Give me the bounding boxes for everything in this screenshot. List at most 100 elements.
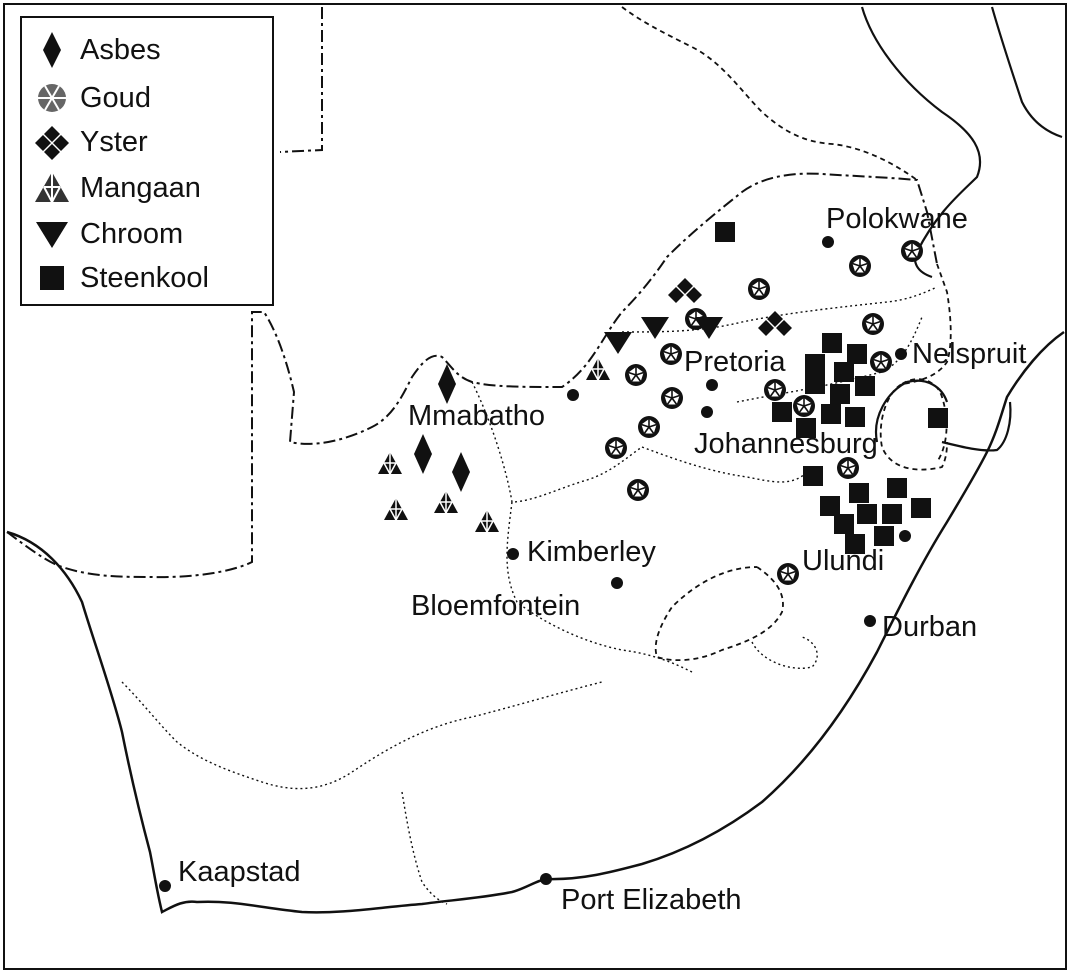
chroom-symbol bbox=[604, 332, 632, 354]
legend-item-steenkool: Steenkool bbox=[30, 258, 209, 298]
city-dot-port-elizabeth bbox=[540, 873, 552, 885]
goud-symbol bbox=[763, 378, 787, 402]
mangaan-symbol bbox=[433, 490, 459, 514]
steenkool-symbols bbox=[715, 222, 948, 554]
river-northeast bbox=[990, 6, 1063, 139]
city-label-kimberley: Kimberley bbox=[527, 536, 656, 568]
border-zimbabwe bbox=[621, 6, 918, 181]
steenkool-symbol bbox=[882, 504, 902, 524]
city-label-bloemfontein: Bloemfontein bbox=[411, 590, 581, 622]
yster-symbol bbox=[668, 278, 702, 303]
mangaan-symbols bbox=[377, 357, 611, 533]
steenkool-symbol bbox=[803, 466, 823, 486]
steenkool-symbol bbox=[830, 384, 850, 404]
steenkool-symbol bbox=[805, 354, 825, 374]
steenkool-symbol bbox=[715, 222, 735, 242]
city-label-mmabatho: Mmabatho bbox=[408, 400, 546, 432]
legend-label-mangaan: Mangaan bbox=[80, 171, 201, 204]
city-label-pretoria: Pretoria bbox=[684, 346, 786, 378]
legend-label-goud: Goud bbox=[80, 81, 151, 114]
goud-symbol bbox=[747, 277, 771, 301]
steenkool-symbol bbox=[857, 504, 877, 524]
legend-item-goud: Goud bbox=[30, 78, 151, 118]
goud-symbol bbox=[604, 436, 628, 460]
border-botswana-west bbox=[279, 7, 323, 153]
steenkool-symbol bbox=[821, 404, 841, 424]
legend-item-chroom: Chroom bbox=[30, 214, 183, 254]
manganese-triangle-icon bbox=[35, 172, 69, 203]
gold-rosette-icon bbox=[38, 84, 66, 112]
steenkool-symbol bbox=[847, 344, 867, 364]
mangaan-symbol bbox=[383, 497, 409, 521]
goud-symbol bbox=[792, 394, 816, 418]
mangaan-symbol bbox=[474, 509, 500, 533]
iron-quad-diamond-icon bbox=[35, 126, 69, 160]
steenkool-symbol bbox=[874, 526, 894, 546]
goud-symbol bbox=[861, 312, 885, 336]
steenkool-symbol bbox=[855, 376, 875, 396]
city-dot-nelspruit bbox=[895, 348, 907, 360]
chroom-symbol bbox=[641, 317, 669, 339]
legend-label-chroom: Chroom bbox=[80, 217, 184, 250]
province-northwest bbox=[471, 381, 643, 503]
goud-symbol bbox=[626, 478, 650, 502]
asbes-symbol bbox=[414, 434, 432, 474]
steenkool-symbol bbox=[820, 496, 840, 516]
steenkool-symbol bbox=[834, 514, 854, 534]
mangaan-symbol bbox=[377, 451, 403, 475]
chrome-down-triangle-icon bbox=[36, 222, 68, 248]
city-dot-polokwane bbox=[822, 236, 834, 248]
city-label-ulundi: Ulundi bbox=[802, 545, 885, 577]
city-label-kaapstad: Kaapstad bbox=[178, 856, 301, 888]
city-label-nelspruit: Nelspruit bbox=[912, 338, 1027, 370]
steenkool-symbol bbox=[928, 408, 948, 428]
steenkool-symbol bbox=[772, 402, 792, 422]
swazi-outline bbox=[874, 379, 949, 443]
goud-symbol bbox=[869, 350, 893, 374]
legend-label-steenkool: Steenkool bbox=[80, 261, 209, 294]
steenkool-symbol bbox=[849, 483, 869, 503]
city-label-polokwane: Polokwane bbox=[826, 203, 968, 235]
map-legend: Asbes Goud Yster Mangaan Chroom Steenkoo… bbox=[20, 16, 274, 306]
city-dot-pretoria bbox=[706, 379, 718, 391]
border-mozambique bbox=[879, 263, 952, 471]
goud-symbol bbox=[836, 456, 860, 480]
border-lesotho bbox=[654, 566, 784, 661]
city-dot-ulundi bbox=[899, 530, 911, 542]
steenkool-symbol bbox=[911, 498, 931, 518]
legend-label-yster: Yster bbox=[80, 125, 148, 158]
city-dot-durban bbox=[864, 615, 876, 627]
coastline bbox=[6, 330, 1065, 914]
city-dot-johannesburg bbox=[701, 406, 713, 418]
city-label-port-elizabeth: Port Elizabeth bbox=[561, 884, 742, 916]
steenkool-symbol bbox=[822, 333, 842, 353]
province-freestate bbox=[506, 501, 693, 673]
coal-square-icon bbox=[40, 266, 64, 290]
border-botswana bbox=[6, 172, 938, 579]
asbes-symbol bbox=[452, 452, 470, 492]
steenkool-symbol bbox=[834, 362, 854, 382]
city-dot-bloemfontein bbox=[611, 577, 623, 589]
province-limpopo bbox=[621, 286, 938, 333]
city-dot-kimberley bbox=[507, 548, 519, 560]
city-label-johannesburg: Johannesburg bbox=[694, 428, 878, 460]
goud-symbol bbox=[900, 239, 924, 263]
goud-symbol bbox=[624, 363, 648, 387]
steenkool-symbol bbox=[845, 407, 865, 427]
steenkool-symbol bbox=[887, 478, 907, 498]
mozambique-coast bbox=[941, 401, 1012, 452]
yster-symbols bbox=[668, 278, 792, 336]
legend-item-asbes: Asbes bbox=[30, 30, 161, 70]
province-kzn bbox=[751, 636, 818, 669]
province-northern-cape bbox=[121, 681, 603, 790]
steenkool-symbol bbox=[805, 374, 825, 394]
legend-item-yster: Yster bbox=[30, 122, 148, 162]
south-africa-map bbox=[6, 6, 1065, 914]
city-label-durban: Durban bbox=[882, 611, 978, 643]
goud-symbol bbox=[659, 342, 683, 366]
legend-item-mangaan: Mangaan bbox=[30, 168, 201, 208]
goud-symbol bbox=[776, 562, 800, 586]
goud-symbol bbox=[637, 415, 661, 439]
city-dot-kaapstad bbox=[159, 880, 171, 892]
province-eastern-cape bbox=[401, 791, 448, 905]
